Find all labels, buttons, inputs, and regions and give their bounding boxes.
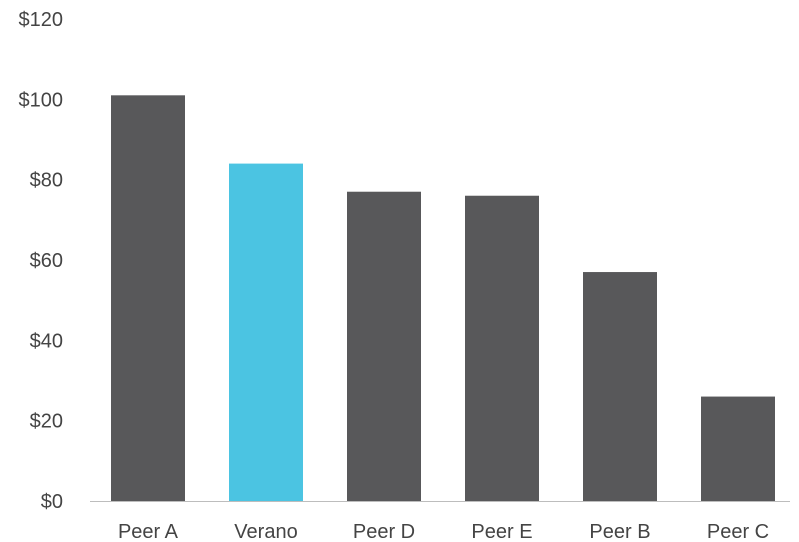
x-tick-label: Peer A (118, 521, 179, 542)
y-tick-label: $100 (19, 89, 64, 111)
x-tick-label: Peer E (471, 521, 532, 542)
y-tick-label: $40 (30, 330, 63, 352)
bar-peer-d (347, 191, 421, 501)
y-tick-label: $0 (41, 491, 63, 513)
x-tick-label: Peer D (353, 521, 415, 542)
y-axis: $0 $20 $40 $60 $80 $100 $120 (19, 9, 64, 513)
y-tick-label: $80 (30, 170, 63, 192)
x-axis: Peer A Verano Peer D Peer E Peer B Peer C (118, 521, 769, 542)
y-tick-label: $60 (30, 250, 63, 272)
x-tick-label: Peer B (589, 521, 650, 542)
bar-verano (229, 163, 303, 501)
y-tick-label: $20 (30, 411, 63, 433)
bar-peer-a (111, 95, 185, 502)
bar-peer-c (701, 396, 775, 501)
x-tick-label: Verano (234, 521, 297, 542)
bar-peer-e (465, 195, 539, 501)
bar-peer-b (583, 272, 657, 501)
bars (111, 95, 775, 502)
x-tick-label: Peer C (707, 521, 769, 542)
y-tick-label: $120 (19, 9, 64, 31)
